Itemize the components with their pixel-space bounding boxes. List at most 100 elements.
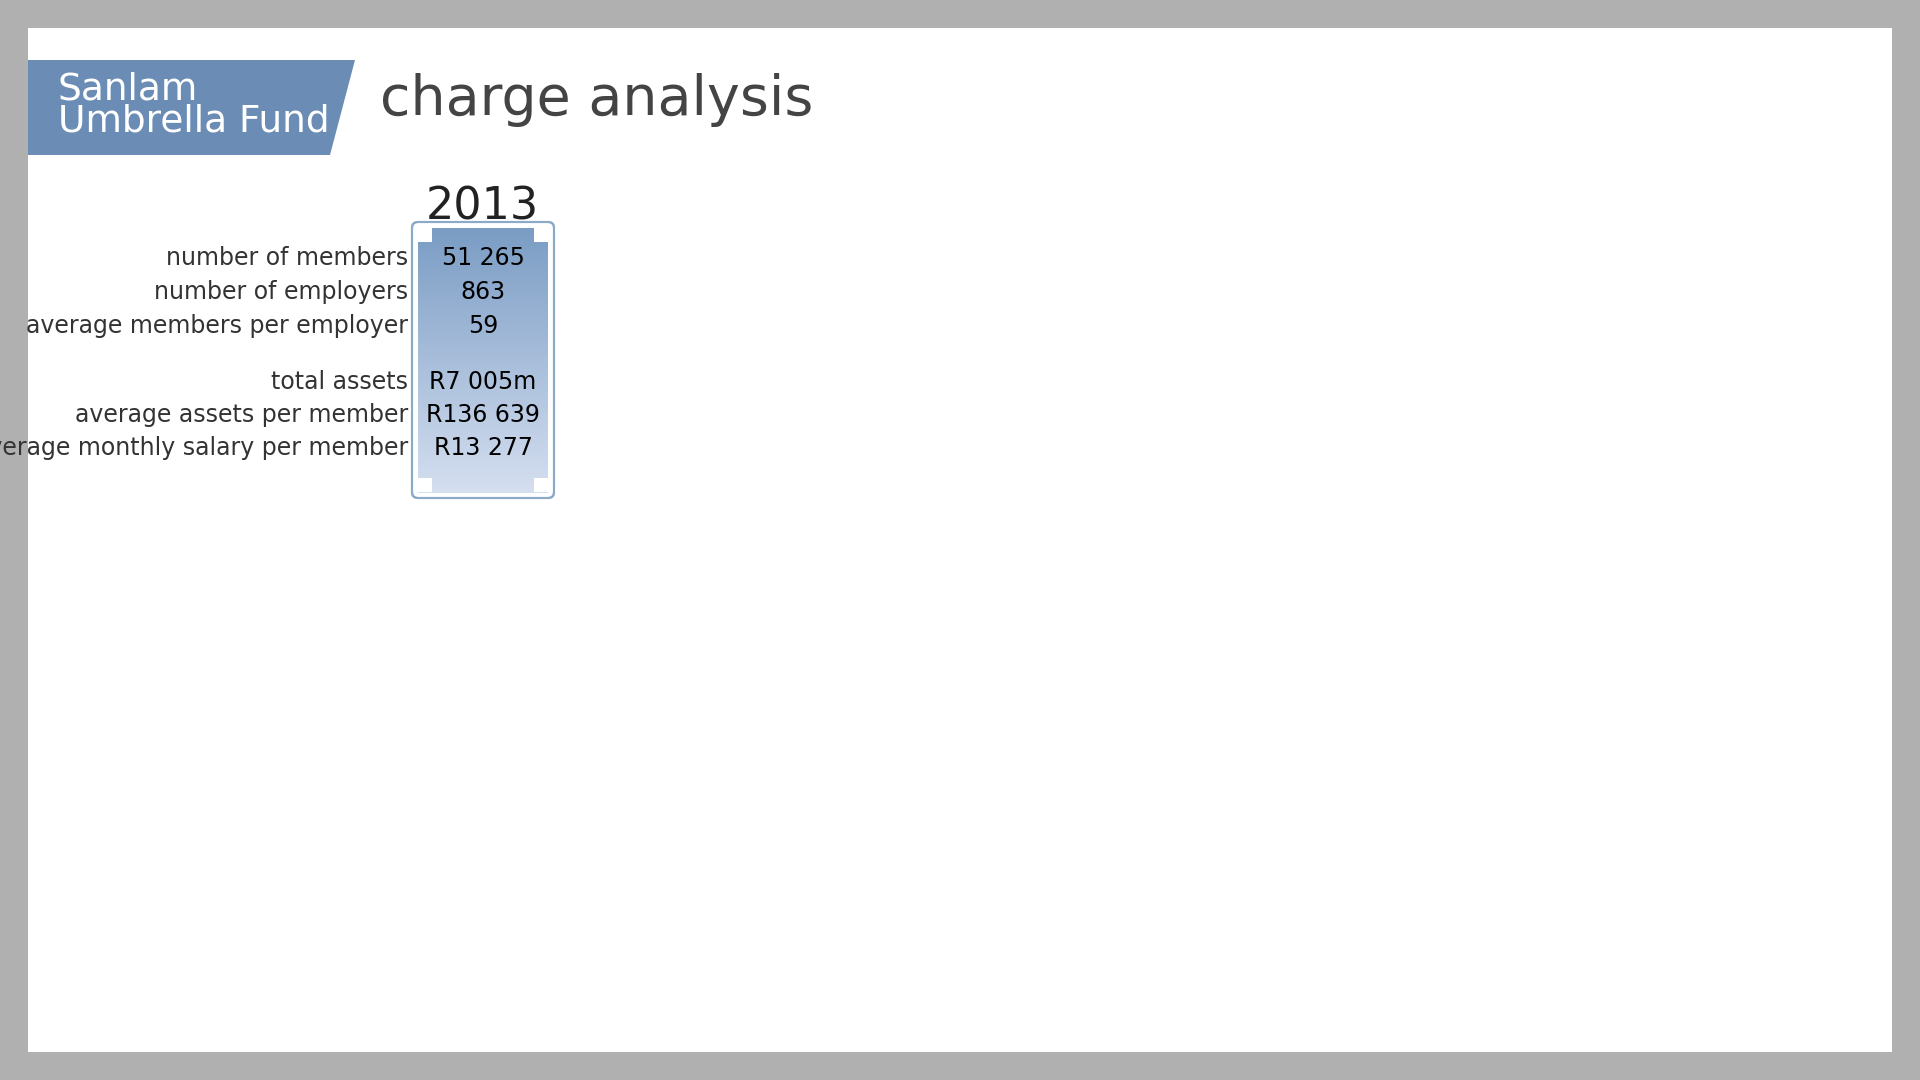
Bar	[419, 356, 547, 357]
Bar	[419, 388, 547, 390]
Bar	[419, 323, 547, 325]
Bar	[419, 445, 547, 447]
Bar	[419, 484, 547, 485]
Text: 2013: 2013	[426, 186, 540, 229]
Bar	[419, 373, 547, 374]
Bar	[419, 460, 547, 461]
Bar	[419, 339, 547, 341]
Bar	[419, 298, 547, 299]
Bar	[419, 360, 547, 362]
Bar	[419, 423, 547, 426]
Bar	[419, 399, 547, 401]
Bar	[419, 477, 547, 478]
Bar	[419, 376, 547, 378]
Bar	[419, 328, 547, 330]
Bar	[419, 382, 547, 384]
Bar	[419, 353, 547, 355]
Bar	[419, 340, 547, 342]
Bar	[419, 417, 547, 419]
Bar	[419, 253, 547, 255]
Bar	[419, 274, 547, 275]
Bar	[419, 327, 547, 328]
Bar	[419, 242, 547, 244]
Text: charge analysis: charge analysis	[380, 73, 814, 127]
Bar	[419, 271, 547, 273]
Bar	[419, 272, 547, 274]
Bar	[419, 228, 547, 229]
Bar	[419, 485, 547, 487]
Bar	[419, 305, 547, 307]
Bar	[419, 235, 547, 238]
Bar	[419, 472, 547, 473]
Bar	[419, 301, 547, 303]
Bar	[419, 380, 547, 382]
Bar	[419, 255, 547, 257]
Text: number of employers: number of employers	[154, 280, 407, 303]
Bar	[419, 428, 547, 430]
Bar	[419, 411, 547, 414]
Bar	[419, 288, 547, 291]
Bar	[419, 319, 547, 321]
Bar	[419, 241, 547, 243]
Bar	[419, 345, 547, 346]
Bar	[419, 287, 547, 289]
Bar	[419, 329, 547, 332]
Bar	[419, 276, 547, 279]
Bar	[419, 390, 547, 391]
Bar	[419, 440, 547, 442]
Bar	[419, 482, 547, 484]
Bar	[419, 455, 547, 456]
Text: Sanlam: Sanlam	[58, 72, 198, 108]
Bar	[419, 437, 547, 438]
Text: R7 005m: R7 005m	[430, 370, 536, 394]
Bar	[419, 363, 547, 365]
Bar	[419, 449, 547, 450]
Bar	[419, 355, 547, 356]
Text: Umbrella Fund: Umbrella Fund	[58, 104, 330, 140]
Bar	[419, 266, 547, 268]
Bar	[419, 475, 547, 477]
Bar	[419, 251, 547, 252]
Bar	[419, 246, 547, 248]
Bar	[419, 387, 547, 389]
Bar	[419, 486, 547, 488]
Bar	[419, 238, 547, 240]
Bar	[419, 292, 547, 293]
Bar	[419, 381, 547, 383]
Bar	[419, 351, 547, 353]
Bar	[419, 247, 547, 249]
Bar	[419, 405, 547, 407]
Bar	[419, 394, 547, 396]
Bar	[419, 448, 547, 449]
Bar	[419, 414, 547, 415]
Bar	[419, 333, 547, 334]
Bar	[419, 336, 547, 338]
Bar	[419, 307, 547, 309]
Bar	[419, 335, 547, 337]
Bar	[419, 294, 547, 296]
Bar	[419, 429, 547, 431]
Bar	[419, 341, 547, 343]
Bar	[419, 267, 547, 269]
Bar	[419, 419, 547, 420]
Bar	[419, 264, 547, 265]
Bar	[534, 228, 547, 242]
Bar	[419, 453, 547, 455]
Bar	[419, 230, 547, 232]
Bar	[419, 427, 547, 429]
Text: total assets: total assets	[271, 370, 407, 394]
Bar	[419, 299, 547, 301]
Bar	[419, 478, 547, 480]
Bar	[419, 368, 547, 370]
Bar	[419, 402, 547, 403]
Bar	[419, 245, 547, 246]
Bar	[419, 310, 547, 311]
Bar	[419, 444, 547, 446]
Bar	[419, 458, 547, 460]
Bar	[419, 326, 547, 327]
Bar	[419, 348, 547, 350]
Bar	[419, 346, 547, 348]
Bar	[419, 338, 547, 339]
Bar	[419, 315, 547, 316]
Bar	[419, 467, 547, 468]
